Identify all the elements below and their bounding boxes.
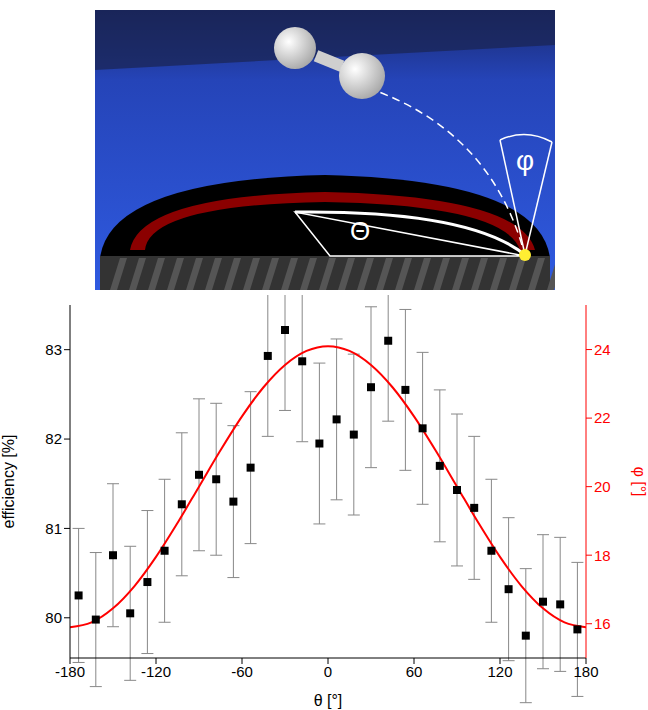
svg-text:-60: -60	[231, 663, 253, 680]
svg-text:80: 80	[45, 609, 62, 626]
svg-text:16: 16	[594, 615, 611, 632]
svg-text:180: 180	[573, 663, 598, 680]
svg-text:efficiency [%]: efficiency [%]	[0, 435, 17, 529]
svg-text:24: 24	[594, 341, 611, 358]
svg-text:18: 18	[594, 547, 611, 564]
svg-text:φ [°]: φ [°]	[631, 466, 648, 496]
svg-text:20: 20	[594, 478, 611, 495]
svg-text:-180: -180	[55, 663, 85, 680]
svg-text:81: 81	[45, 520, 62, 537]
svg-text:θ [°]: θ [°]	[314, 692, 343, 709]
svg-text:22: 22	[594, 409, 611, 426]
svg-text:82: 82	[45, 430, 62, 447]
svg-text:φ: φ	[516, 145, 534, 176]
svg-text:-120: -120	[141, 663, 171, 680]
svg-text:Θ: Θ	[350, 216, 370, 246]
svg-text:83: 83	[45, 341, 62, 358]
svg-text:0: 0	[324, 663, 332, 680]
svg-text:60: 60	[406, 663, 423, 680]
svg-text:120: 120	[487, 663, 512, 680]
